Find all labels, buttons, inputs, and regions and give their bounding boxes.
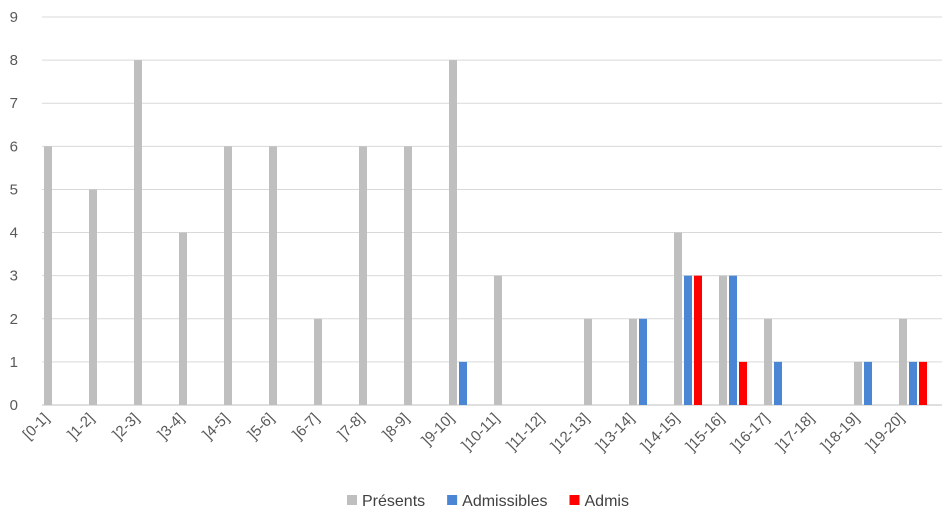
bar-présents-16 bbox=[764, 318, 772, 405]
x-tick-label: ]16-17] bbox=[728, 410, 773, 455]
legend-label-présents: Présents bbox=[362, 493, 425, 510]
gridlines bbox=[42, 16, 942, 406]
bar-présents-2 bbox=[134, 60, 142, 405]
x-tick-label: ]9-10] bbox=[419, 410, 458, 449]
x-tick-label: ]14-15] bbox=[638, 410, 683, 455]
bar-présents-9 bbox=[449, 60, 457, 405]
legend-swatch-présents bbox=[347, 495, 357, 505]
x-tick-label: ]6-7] bbox=[290, 410, 323, 443]
bar-admissibles-16 bbox=[774, 361, 782, 405]
bars bbox=[44, 60, 927, 406]
x-tick-label: [0-1] bbox=[20, 410, 53, 443]
x-tick-label: ]5-6] bbox=[245, 410, 278, 443]
x-tick-label: ]18-19] bbox=[818, 410, 863, 455]
x-tick-label: ]2-3] bbox=[110, 410, 143, 443]
y-tick-label: 4 bbox=[10, 225, 18, 242]
bar-admis-14 bbox=[694, 275, 702, 405]
y-tick-label: 8 bbox=[10, 52, 18, 69]
bar-admis-15 bbox=[739, 361, 747, 405]
bar-présents-3 bbox=[179, 232, 187, 405]
y-axis: 0 1 2 3 4 5 6 7 8 9 bbox=[10, 9, 18, 414]
bar-présents-10 bbox=[494, 275, 502, 405]
bar-présents-7 bbox=[359, 146, 367, 406]
bar-présents-13 bbox=[629, 318, 637, 405]
y-tick-label: 2 bbox=[10, 311, 18, 328]
bar-présents-4 bbox=[224, 146, 232, 406]
bar-admis-19 bbox=[919, 361, 927, 405]
x-axis: [0-1] ]1-2] ]2-3] ]3-4] ]4-5] ]5-6] ]6-7] ]7-8]… bbox=[20, 410, 908, 455]
bar-présents-12 bbox=[584, 318, 592, 405]
bar-admissibles-18 bbox=[864, 361, 872, 405]
bar-présents-1 bbox=[89, 189, 97, 405]
y-tick-label: 3 bbox=[10, 268, 18, 285]
x-tick-label: ]15-16] bbox=[683, 410, 728, 455]
bar-présents-8 bbox=[404, 146, 412, 406]
bar-admissibles-19 bbox=[909, 361, 917, 405]
x-tick-label: ]13-14] bbox=[593, 410, 638, 455]
bar-présents-19 bbox=[899, 318, 907, 405]
x-tick-label: ]1-2] bbox=[65, 410, 98, 443]
bar-admissibles-9 bbox=[459, 361, 467, 405]
y-tick-label: 1 bbox=[10, 354, 18, 371]
x-tick-label: ]7-8] bbox=[335, 410, 368, 443]
bar-admissibles-13 bbox=[639, 318, 647, 405]
legend-label-admis: Admis bbox=[585, 493, 629, 510]
x-tick-label: ]10-11] bbox=[459, 410, 503, 454]
x-tick-label: ]8-9] bbox=[380, 410, 413, 443]
legend-label-admissibles: Admissibles bbox=[462, 493, 547, 510]
y-tick-label: 7 bbox=[10, 95, 18, 112]
x-tick-label: ]19-20] bbox=[863, 410, 908, 455]
y-tick-label: 0 bbox=[10, 397, 18, 414]
y-tick-label: 9 bbox=[10, 9, 18, 26]
bar-présents-0 bbox=[44, 146, 52, 406]
bar-admissibles-14 bbox=[684, 275, 692, 405]
y-tick-label: 6 bbox=[10, 138, 18, 155]
bar-présents-6 bbox=[314, 318, 322, 405]
x-tick-label: ]12-13] bbox=[548, 410, 593, 455]
x-tick-label: ]3-4] bbox=[155, 410, 188, 443]
bar-présents-18 bbox=[854, 361, 862, 405]
bar-présents-5 bbox=[269, 146, 277, 406]
bar-présents-15 bbox=[719, 275, 727, 405]
y-tick-label: 5 bbox=[10, 181, 18, 198]
legend-swatch-admissibles bbox=[447, 495, 458, 505]
legend: Présents Admissibles Admis bbox=[347, 493, 629, 510]
legend-swatch-admis bbox=[569, 495, 580, 505]
bar-présents-14 bbox=[674, 232, 682, 405]
x-tick-label: ]11-12] bbox=[504, 410, 548, 454]
x-tick-label: ]17-18] bbox=[773, 410, 818, 455]
x-tick-label: ]4-5] bbox=[200, 410, 233, 443]
bar-admissibles-15 bbox=[729, 275, 737, 405]
